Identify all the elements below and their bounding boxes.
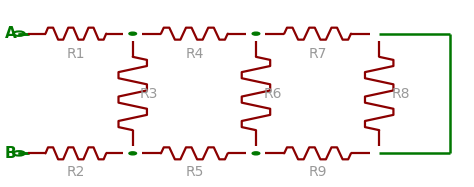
Circle shape (252, 152, 260, 155)
Text: R6: R6 (263, 87, 282, 100)
Circle shape (129, 152, 137, 155)
Circle shape (129, 32, 137, 35)
Text: R9: R9 (308, 165, 327, 179)
Text: R4: R4 (185, 47, 203, 61)
Text: R7: R7 (309, 47, 327, 61)
Text: B: B (5, 146, 17, 161)
Text: R1: R1 (66, 47, 85, 61)
Circle shape (252, 32, 260, 35)
Text: A: A (5, 26, 17, 41)
Text: R8: R8 (391, 87, 410, 100)
Text: R5: R5 (185, 165, 203, 179)
Text: R3: R3 (140, 87, 158, 100)
Text: R2: R2 (67, 165, 85, 179)
